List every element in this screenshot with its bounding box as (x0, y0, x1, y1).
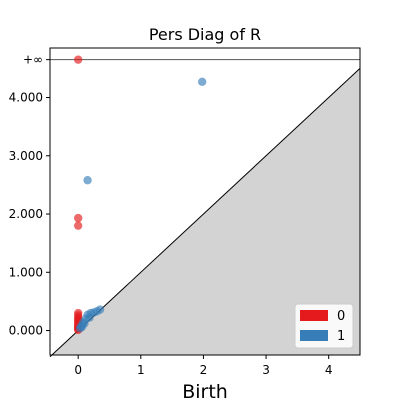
y-tick-label: 4.000 (9, 91, 43, 105)
legend-label-1: 1 (337, 329, 345, 344)
y-tick-label: +∞ (23, 53, 43, 67)
y-axis-ticks: 0.000 1.000 2.000 3.000 4.000 +∞ (9, 53, 50, 338)
legend-label-0: 0 (337, 309, 345, 324)
x-axis-ticks: 0 1 2 3 4 (74, 355, 333, 377)
point-series-1 (75, 324, 85, 333)
point-series-0 (73, 221, 83, 230)
chart-title: Pers Diag of R (149, 25, 261, 44)
legend: 0 1 (294, 303, 354, 349)
point-series-1 (197, 77, 207, 86)
y-tick-label: 0.000 (9, 324, 43, 338)
legend-swatch-1 (300, 330, 328, 341)
y-tick-label: 3.000 (9, 149, 43, 163)
x-axis-label: Birth (182, 381, 228, 400)
x-tick-label: 3 (262, 363, 270, 377)
legend-swatch-0 (300, 310, 328, 321)
point-series-0 (73, 55, 83, 64)
y-tick-label: 1.000 (9, 265, 43, 279)
y-tick-label: 2.000 (9, 207, 43, 221)
point-series-1 (83, 176, 92, 185)
x-tick-label: 0 (74, 363, 82, 377)
plot-frame (49, 47, 361, 356)
x-tick-label: 4 (325, 363, 333, 377)
x-tick-label: 1 (137, 363, 145, 377)
point-series-0 (73, 213, 83, 223)
x-tick-label: 2 (200, 363, 208, 377)
points-layer (73, 55, 207, 335)
